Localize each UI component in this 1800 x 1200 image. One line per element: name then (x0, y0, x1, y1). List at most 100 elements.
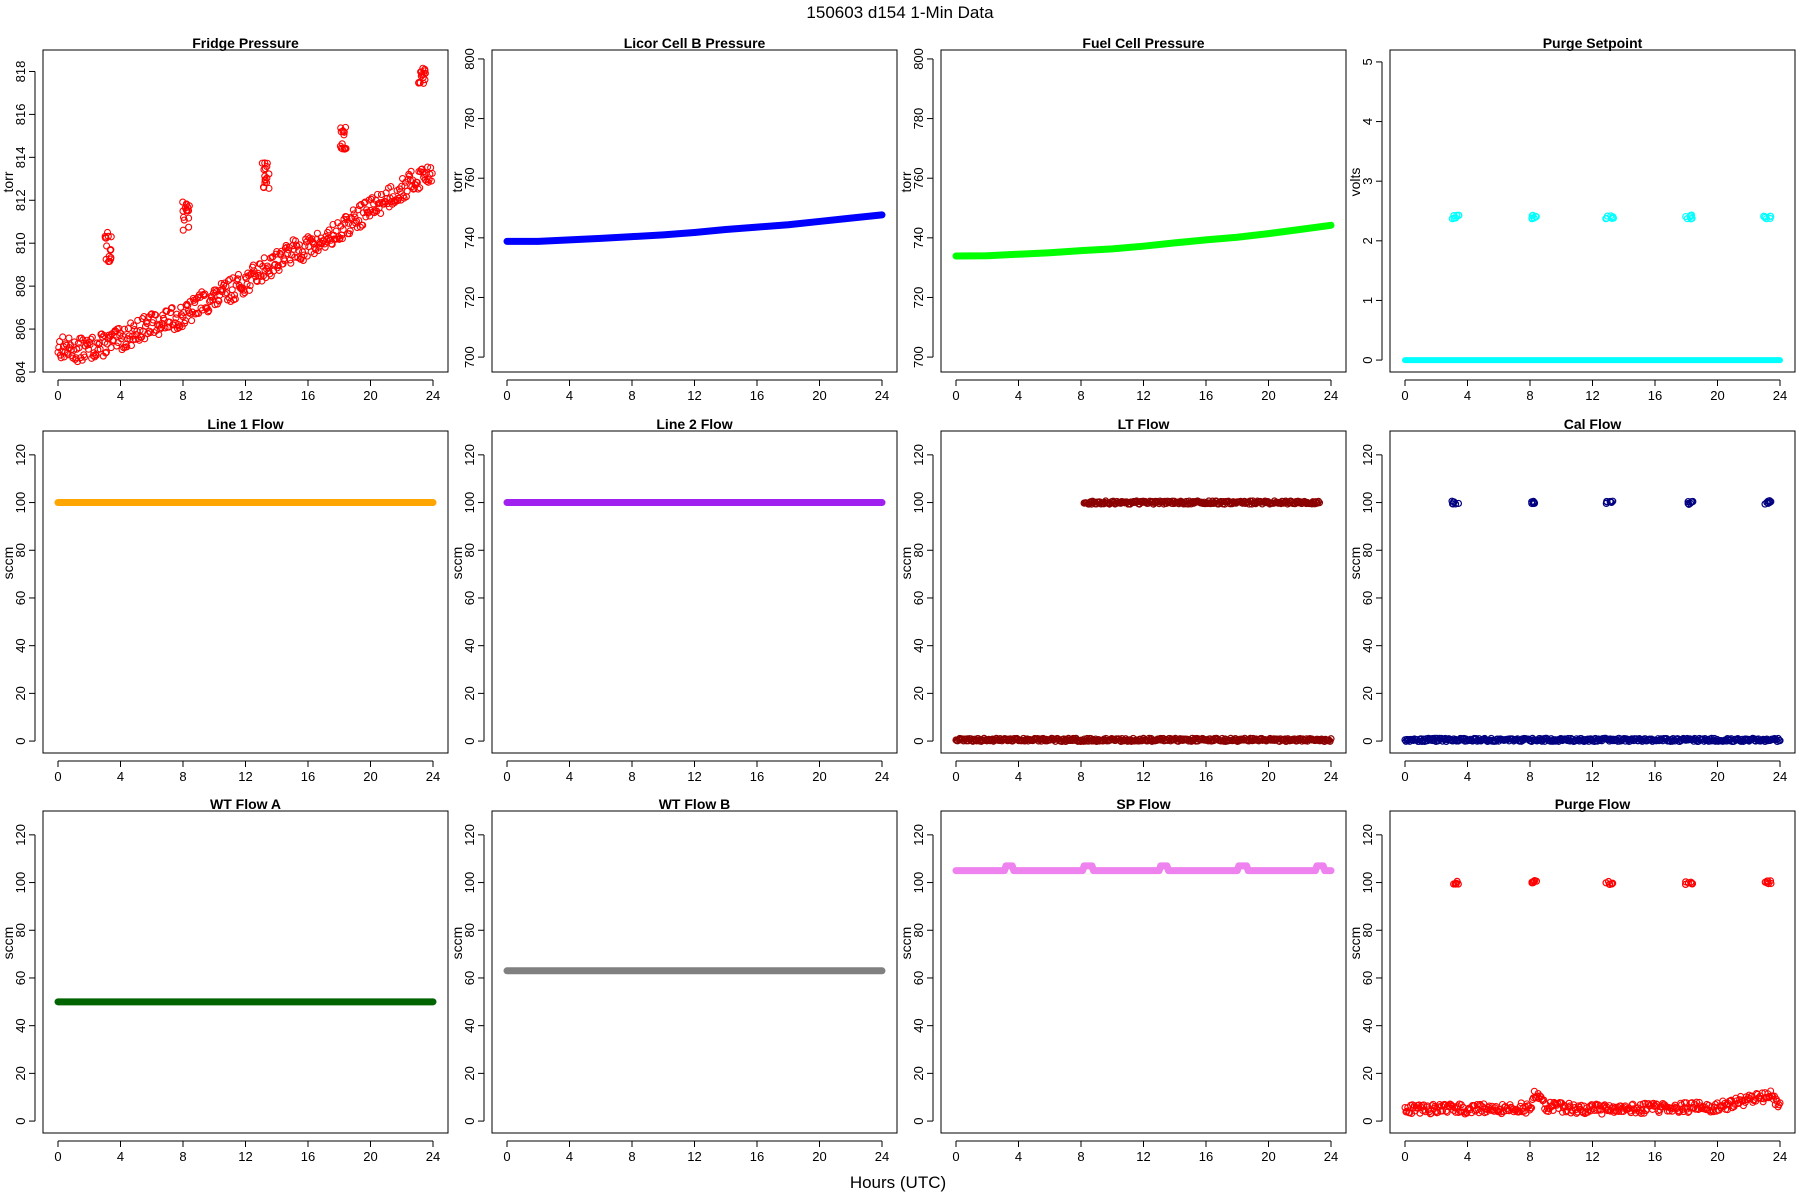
data-point (380, 200, 388, 208)
data-point (1450, 880, 1458, 888)
x-tick-label: 4 (117, 388, 124, 403)
data-point (1688, 214, 1696, 222)
x-tick-label: 20 (363, 1149, 377, 1164)
x-tick-label: 20 (812, 1149, 826, 1164)
data-point (337, 124, 345, 132)
data-point (96, 345, 104, 353)
data-point (251, 270, 259, 278)
x-tick-label: 4 (1015, 388, 1022, 403)
y-tick-label: 40 (13, 638, 28, 652)
data-point (1415, 1101, 1423, 1109)
x-tick-label: 20 (812, 769, 826, 784)
data-point (346, 227, 354, 235)
y-axis-label: sccm (1347, 547, 1363, 580)
y-tick-label: 40 (462, 1018, 477, 1032)
x-tick-label: 12 (1136, 1149, 1150, 1164)
x-tick-label: 0 (54, 769, 61, 784)
y-axis-label: torr (0, 171, 16, 192)
data-point (398, 182, 406, 190)
data-point (1607, 498, 1615, 506)
x-tick-label: 4 (1464, 769, 1471, 784)
data-point (1711, 1100, 1719, 1109)
x-tick-label: 20 (812, 388, 826, 403)
data-point (185, 214, 193, 222)
y-tick-label: 60 (13, 971, 28, 985)
data-point (185, 223, 193, 231)
y-tick-label: 720 (462, 287, 477, 309)
data-point (403, 187, 411, 195)
x-tick-label: 4 (566, 769, 573, 784)
data-marks (952, 497, 1335, 746)
series-line (952, 862, 1335, 875)
plot-frame (1389, 430, 1796, 754)
y-axis-label: torr (898, 171, 914, 192)
data-point (362, 213, 370, 221)
x-tick-label: 8 (1077, 1149, 1084, 1164)
data-point (416, 184, 424, 192)
y-tick-label: 0 (1360, 1117, 1375, 1124)
data-point (234, 270, 243, 279)
data-point (1636, 1101, 1644, 1109)
y-tick-label: 120 (462, 444, 477, 466)
x-tick-label: 8 (179, 388, 186, 403)
x-tick-label: 8 (179, 1149, 186, 1164)
y-tick-label: 120 (1360, 824, 1375, 846)
y-tick-label: 0 (911, 1117, 926, 1124)
plot-frame (42, 430, 449, 754)
data-point (130, 322, 138, 330)
data-point (265, 170, 273, 178)
plot-frame (491, 49, 898, 373)
panel-title: Line 2 Flow (656, 416, 732, 432)
y-tick-label: 40 (462, 638, 477, 652)
data-point (287, 259, 295, 267)
data-point (321, 243, 329, 251)
y-tick-label: 40 (13, 1018, 28, 1032)
y-tick-label: 780 (911, 108, 926, 130)
y-tick-label: 40 (911, 638, 926, 652)
data-point (350, 210, 358, 218)
data-marks (952, 221, 1335, 260)
data-point (1314, 497, 1323, 505)
x-tick-label: 20 (1710, 388, 1724, 403)
data-point (1528, 879, 1536, 887)
data-point (166, 309, 175, 317)
x-tick-label: 24 (1773, 769, 1787, 784)
y-tick-label: 720 (911, 287, 926, 309)
data-point (1598, 1110, 1606, 1118)
panel-title: Purge Flow (1555, 796, 1631, 812)
data-point (1410, 1102, 1418, 1110)
data-point (113, 342, 121, 350)
panel-6: LT Flow 0 4 8 12 16 20 24 0 20 40 60 80 100 120 sccm (898, 416, 1347, 784)
y-tick-label: 0 (1360, 356, 1375, 363)
x-tick-label: 24 (426, 388, 440, 403)
y-tick-label: 760 (911, 167, 926, 189)
y-tick-label: 60 (1360, 971, 1375, 985)
plot-frame (940, 49, 1347, 373)
y-tick-label: 1 (1360, 297, 1375, 304)
data-point (141, 335, 149, 343)
data-point (419, 79, 428, 87)
data-point (179, 313, 187, 321)
x-tick-label: 0 (1401, 388, 1408, 403)
y-tick-label: 60 (911, 971, 926, 985)
data-point (377, 190, 385, 199)
panel-title: Purge Setpoint (1543, 35, 1643, 51)
panel-11: Purge Flow 0 4 8 12 16 20 24 0 20 40 60 80 100 120 sccm (1347, 796, 1796, 1164)
data-point (383, 194, 391, 203)
x-tick-label: 24 (875, 769, 889, 784)
y-tick-label: 80 (462, 923, 477, 937)
y-tick-label: 100 (1360, 872, 1375, 894)
data-point (1558, 1108, 1567, 1116)
x-tick-label: 8 (179, 769, 186, 784)
data-point (414, 185, 422, 193)
y-tick-label: 20 (1360, 1066, 1375, 1080)
y-tick-label: 0 (1360, 737, 1375, 744)
y-tick-label: 120 (462, 824, 477, 846)
x-tick-label: 24 (1324, 1149, 1338, 1164)
x-tick-label: 12 (687, 388, 701, 403)
panel-title: Fridge Pressure (192, 35, 299, 51)
x-tick-label: 20 (1261, 769, 1275, 784)
data-point (406, 176, 414, 184)
